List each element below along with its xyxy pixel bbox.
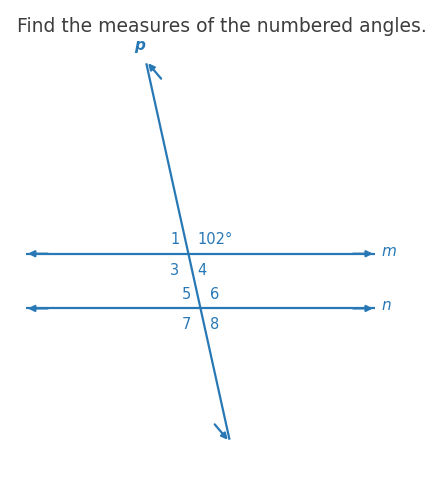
- Text: m: m: [381, 243, 396, 258]
- Text: Find the measures of the numbered angles.: Find the measures of the numbered angles…: [17, 17, 426, 36]
- Text: 102°: 102°: [198, 231, 233, 246]
- Text: n: n: [381, 298, 391, 313]
- Text: 7: 7: [182, 317, 191, 332]
- Text: 1: 1: [170, 231, 179, 246]
- Text: 6: 6: [210, 286, 219, 301]
- Text: 4: 4: [198, 262, 207, 277]
- Text: 3: 3: [170, 262, 179, 277]
- Text: 5: 5: [182, 286, 191, 301]
- Text: p: p: [135, 38, 145, 53]
- Text: 8: 8: [210, 317, 219, 332]
